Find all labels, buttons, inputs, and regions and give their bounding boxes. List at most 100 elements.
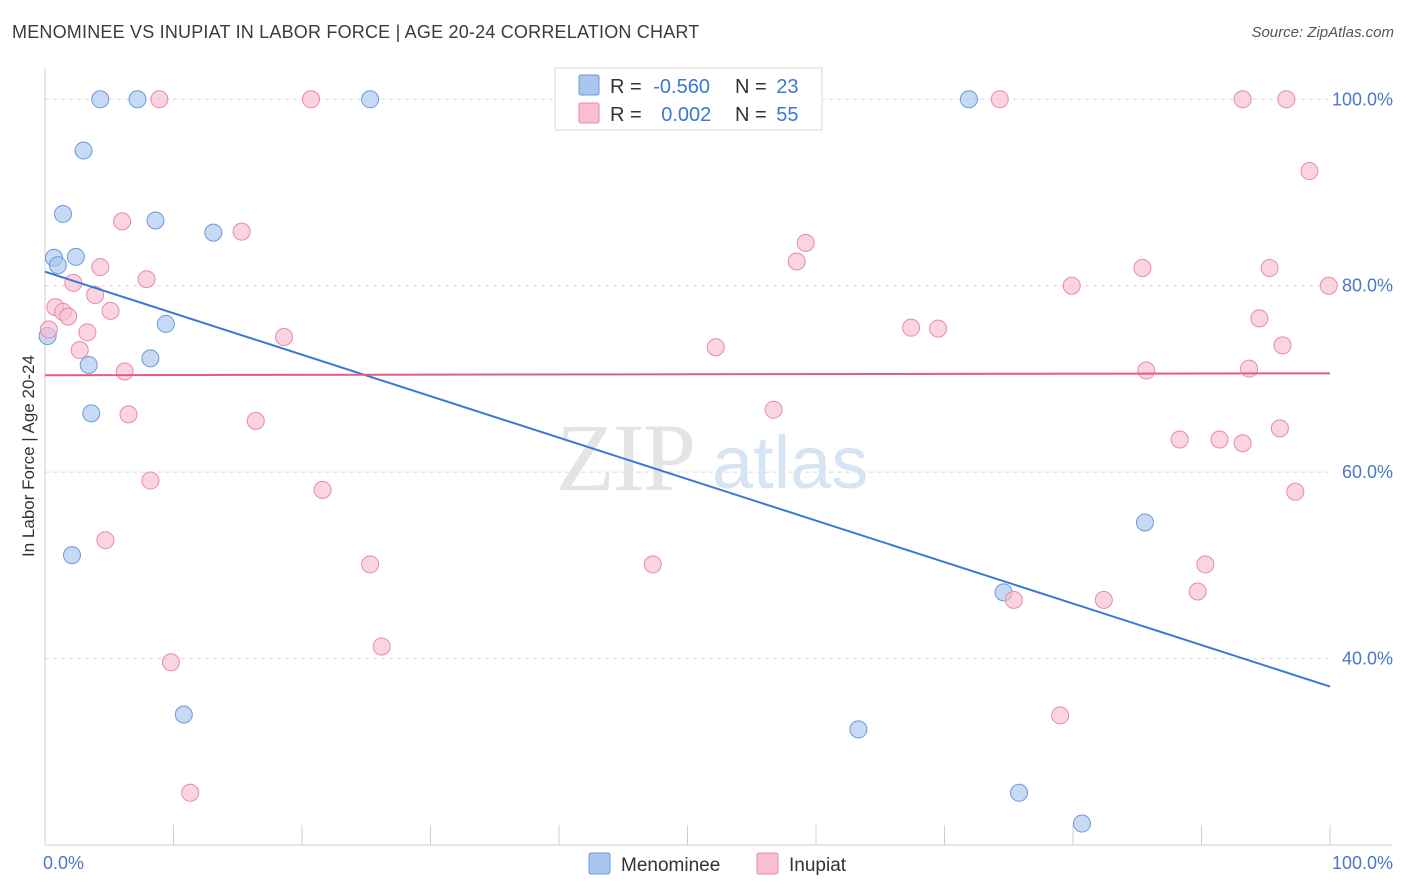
point-menominee <box>79 355 98 374</box>
point-inupiat <box>1319 276 1338 295</box>
point-menominee <box>1010 783 1029 802</box>
source-label: Source: ZipAtlas.com <box>1251 24 1394 41</box>
point-inupiat <box>1233 90 1252 109</box>
point-inupiat <box>764 400 783 419</box>
point-inupiat <box>59 307 78 326</box>
point-inupiat <box>181 783 200 802</box>
point-menominee <box>53 204 72 223</box>
point-inupiat <box>86 286 105 305</box>
stats-n-value: 23 <box>776 76 798 98</box>
point-inupiat <box>1004 590 1023 609</box>
point-inupiat <box>990 90 1009 109</box>
point-inupiat <box>96 531 115 550</box>
point-inupiat <box>929 319 948 338</box>
y-tick-label: 60.0% <box>1342 462 1393 482</box>
y-tick-label: 80.0% <box>1342 276 1393 296</box>
stats-r-label: R = <box>610 104 647 126</box>
y-axis-title: In Labor Force | Age 20-24 <box>19 355 38 557</box>
point-inupiat <box>137 270 156 289</box>
point-menominee <box>141 349 160 368</box>
watermark-atlas: atlas <box>712 421 868 504</box>
legend-label-inupiat: Inupiat <box>789 855 847 876</box>
point-inupiat <box>1286 482 1305 501</box>
point-inupiat <box>1260 259 1279 278</box>
point-inupiat <box>70 341 89 360</box>
point-inupiat <box>313 480 332 499</box>
point-inupiat <box>643 555 662 574</box>
point-menominee <box>1072 814 1091 833</box>
stats-n-value: 55 <box>776 104 798 126</box>
point-menominee <box>146 211 165 230</box>
point-menominee <box>156 314 175 333</box>
point-menominee <box>174 705 193 724</box>
point-inupiat <box>361 555 380 574</box>
svg-text:N = 55: N = 55 <box>735 104 799 126</box>
point-inupiat <box>141 471 160 490</box>
point-inupiat <box>246 411 265 430</box>
point-inupiat <box>1273 336 1292 355</box>
point-inupiat <box>1270 419 1289 438</box>
point-menominee <box>361 90 380 109</box>
point-inupiat <box>78 323 97 342</box>
point-inupiat <box>39 320 58 339</box>
point-inupiat <box>1250 309 1269 328</box>
point-inupiat <box>1240 359 1259 378</box>
point-inupiat <box>1196 555 1215 574</box>
stats-r-value: 0.002 <box>661 104 711 126</box>
point-inupiat <box>902 318 921 337</box>
point-inupiat <box>1133 259 1152 278</box>
point-inupiat <box>101 301 120 320</box>
stats-n-label: N = <box>735 104 772 126</box>
point-menominee <box>204 223 223 242</box>
point-inupiat <box>1094 590 1113 609</box>
point-inupiat <box>161 653 180 672</box>
point-menominee <box>959 90 978 109</box>
watermark: ZIP atlas <box>556 404 868 511</box>
x-tick-label: 0.0% <box>43 853 84 873</box>
point-inupiat <box>115 362 134 381</box>
point-menominee <box>74 141 93 160</box>
point-inupiat <box>787 252 806 271</box>
point-inupiat <box>275 327 294 346</box>
y-tick-label: 40.0% <box>1342 649 1393 669</box>
point-inupiat <box>1170 430 1189 449</box>
point-menominee <box>82 404 101 423</box>
legend: Menominee Inupiat <box>588 852 847 876</box>
point-inupiat <box>372 637 391 656</box>
point-inupiat <box>113 212 132 231</box>
point-inupiat <box>796 233 815 252</box>
point-inupiat <box>1277 90 1296 109</box>
point-inupiat <box>1051 706 1070 725</box>
stats-swatch-menominee <box>578 74 600 96</box>
point-inupiat <box>91 258 110 277</box>
point-menominee <box>48 256 67 275</box>
point-inupiat <box>232 222 251 241</box>
point-inupiat <box>150 90 169 109</box>
point-inupiat <box>1210 430 1229 449</box>
watermark-zip: ZIP <box>556 404 694 511</box>
grid-lines <box>45 98 1330 660</box>
point-menominee <box>91 90 110 109</box>
stats-legend-box: R = -0.560 N = 23 R = 0.002 N = 55 <box>554 67 823 131</box>
x-tick-label: 100.0% <box>1332 853 1393 873</box>
stats-r-label: R = <box>610 76 647 98</box>
stats-swatch-inupiat <box>578 102 600 124</box>
svg-text:N = 23: N = 23 <box>735 76 799 98</box>
point-inupiat <box>1188 582 1207 601</box>
point-inupiat <box>1300 162 1319 181</box>
legend-label-menominee: Menominee <box>621 855 720 876</box>
point-menominee <box>1135 513 1154 532</box>
stats-n-label: N = <box>735 76 772 98</box>
svg-text:R = -0.560: R = -0.560 <box>610 76 710 98</box>
point-inupiat <box>1062 276 1081 295</box>
tick-labels: 40.0% 60.0% 80.0% 100.0% 0.0% 100.0% <box>43 89 1393 873</box>
legend-swatch-menominee <box>588 852 611 875</box>
point-inupiat <box>1233 434 1252 453</box>
point-menominee <box>128 90 147 109</box>
axes <box>44 68 1392 846</box>
trend-line-inupiat <box>44 372 1331 377</box>
svg-text:R = 0.002: R = 0.002 <box>610 104 711 126</box>
stats-r-value: -0.560 <box>653 76 710 98</box>
trend-lines <box>44 270 1331 688</box>
